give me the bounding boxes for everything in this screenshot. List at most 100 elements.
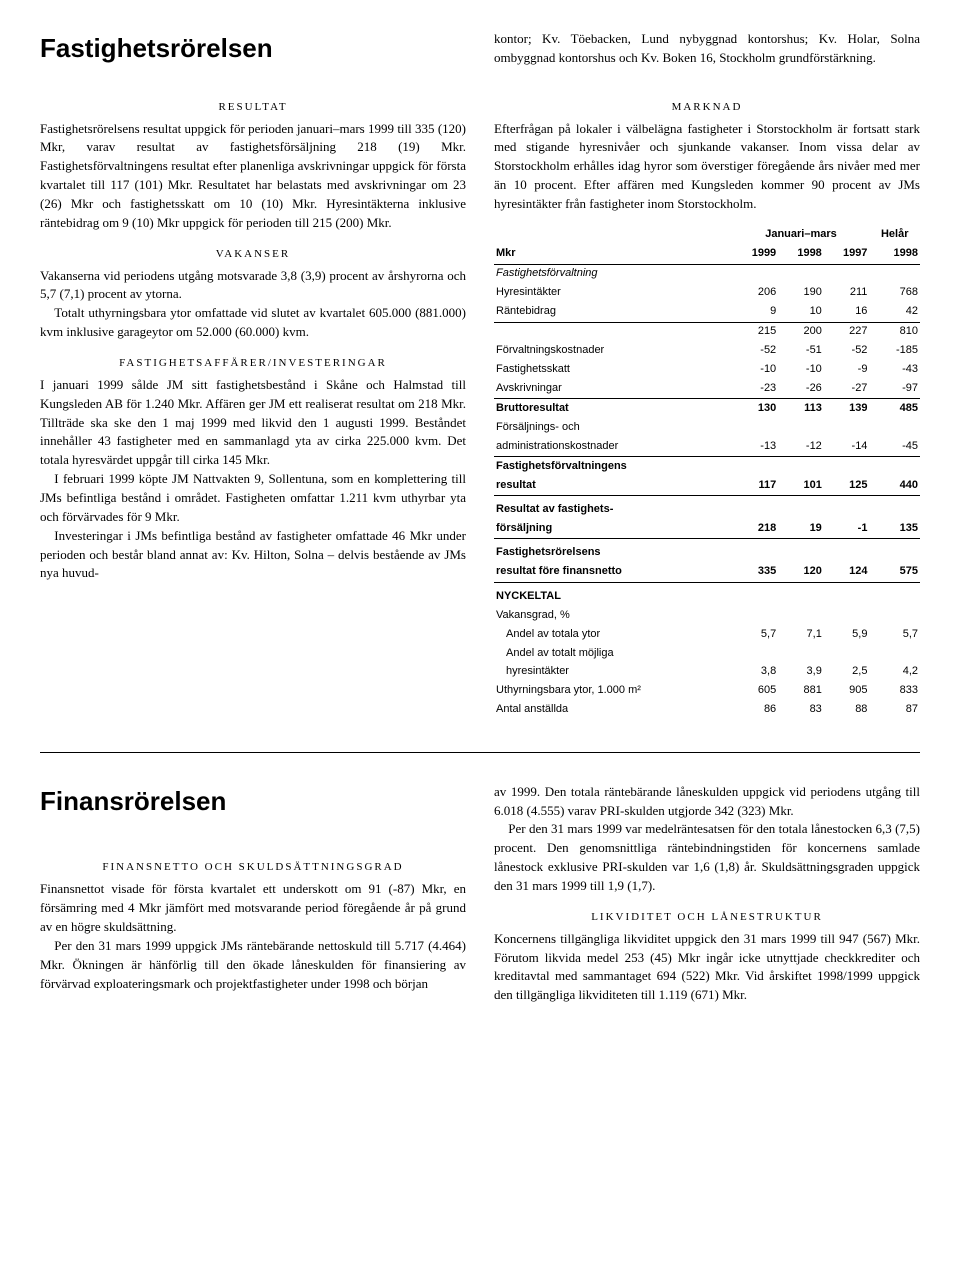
- table-cell: 42: [869, 303, 920, 322]
- table-cell: -27: [824, 379, 870, 398]
- table-cell: 3,8: [733, 663, 779, 682]
- intro-right: kontor; Kv. Töebacken, Lund nybyggnad ko…: [494, 30, 920, 68]
- r4l1: Resultat av fastighets-: [494, 495, 733, 519]
- p-fin2: Per den 31 mars 1999 uppgick JMs räntebä…: [40, 937, 466, 994]
- r5v1: 120: [778, 563, 824, 582]
- table-cell: 5,7: [869, 625, 920, 644]
- table-cell: -26: [778, 379, 824, 398]
- heading-fastighet: Fastighetsrörelsen: [40, 30, 466, 68]
- table-cell: [778, 644, 824, 663]
- nyckeltal-head: NYCKELTAL: [494, 582, 920, 606]
- table-cell: Uthyrningsbara ytor, 1.000 m²: [494, 682, 733, 701]
- table-cell: -52: [733, 341, 779, 360]
- table-cell: 227: [824, 322, 870, 341]
- heading-finans: Finansrörelsen: [40, 783, 466, 821]
- table-cell: [824, 644, 870, 663]
- r5v0: 335: [733, 563, 779, 582]
- table-cell: 881: [778, 682, 824, 701]
- table-cell: 88: [824, 701, 870, 720]
- r2v3: -45: [869, 437, 920, 456]
- table-cell: -9: [824, 360, 870, 379]
- p-right1: av 1999. Den totala räntebärande lånesku…: [494, 783, 920, 821]
- table-cell: hyresintäkter: [494, 663, 733, 682]
- r3v2: 125: [824, 476, 870, 495]
- sub-resultat: RESULTAT: [40, 100, 466, 116]
- table-cell: 190: [778, 284, 824, 303]
- table-cell: 3,9: [778, 663, 824, 682]
- thead-janmar: Januari–mars: [733, 226, 870, 245]
- table-cell: 5,7: [733, 625, 779, 644]
- table-cell: Andel av totala ytor: [494, 625, 733, 644]
- th-1998a: 1998: [778, 245, 824, 264]
- r4v0: 218: [733, 519, 779, 538]
- p-marknad: Efterfrågan på lokaler i välbelägna fast…: [494, 120, 920, 214]
- table-cell: 905: [824, 682, 870, 701]
- table-cell: 211: [824, 284, 870, 303]
- table-cell: [733, 644, 779, 663]
- r5l1: Fastighetsrörelsens: [494, 539, 733, 563]
- table-cell: 87: [869, 701, 920, 720]
- results-table: Januari–mars Helår Mkr 1999 1998 1997 19…: [494, 226, 920, 720]
- p-aff2: I februari 1999 köpte JM Nattvakten 9, S…: [40, 470, 466, 527]
- r3l2: resultat: [494, 476, 733, 495]
- r2l2: administrationskostnader: [494, 437, 733, 456]
- table-cell: 810: [869, 322, 920, 341]
- table-cell: 5,9: [824, 625, 870, 644]
- table-cell: -43: [869, 360, 920, 379]
- table-cell: Bruttoresultat: [494, 399, 733, 418]
- table-cell: Andel av totalt möjliga: [494, 644, 733, 663]
- table-cell: 130: [733, 399, 779, 418]
- sub-vakanser: VAKANSER: [40, 247, 466, 263]
- r4l2: försäljning: [494, 519, 733, 538]
- table-cell: Räntebidrag: [494, 303, 733, 322]
- sub-affarer: FASTIGHETSAFFÄRER/INVESTERINGAR: [40, 356, 466, 372]
- table-cell: [494, 322, 733, 341]
- table-cell: -10: [733, 360, 779, 379]
- table-cell: 16: [824, 303, 870, 322]
- r2v0: -13: [733, 437, 779, 456]
- table-cell: 2,5: [824, 663, 870, 682]
- p-aff3: Investeringar i JMs befintliga bestånd a…: [40, 527, 466, 584]
- p-vak2: Totalt uthyrningsbara ytor omfattade vid…: [40, 304, 466, 342]
- vakansgrad-label: Vakansgrad, %: [494, 606, 920, 625]
- r2v1: -12: [778, 437, 824, 456]
- table-cell: Fastighetsskatt: [494, 360, 733, 379]
- p-resultat: Fastighetsrörelsens resultat uppgick för…: [40, 120, 466, 233]
- table-cell: 215: [733, 322, 779, 341]
- p-fin1: Finansnettot visade för första kvartalet…: [40, 880, 466, 937]
- sub-finansnetto: FINANSNETTO OCH SKULDSÄTTNINGSGRAD: [40, 860, 466, 876]
- r3v1: 101: [778, 476, 824, 495]
- table-cell: Förvaltningskostnader: [494, 341, 733, 360]
- table-cell: 4,2: [869, 663, 920, 682]
- p-right2: Per den 31 mars 1999 var medelräntesatse…: [494, 820, 920, 895]
- table-cell: [869, 644, 920, 663]
- r5v3: 575: [869, 563, 920, 582]
- section-divider: [40, 752, 920, 753]
- table-cell: 113: [778, 399, 824, 418]
- thead-helar: Helår: [869, 226, 920, 245]
- table-cell: 139: [824, 399, 870, 418]
- r4v1: 19: [778, 519, 824, 538]
- r2v2: -14: [824, 437, 870, 456]
- r3v0: 117: [733, 476, 779, 495]
- sub-likviditet: LIKVIDITET OCH LÅNESTRUKTUR: [494, 910, 920, 926]
- p-vak1: Vakanserna vid periodens utgång motsvara…: [40, 267, 466, 305]
- table-cell: 768: [869, 284, 920, 303]
- table-cell: Hyresintäkter: [494, 284, 733, 303]
- r2l1: Försäljnings- och: [494, 418, 733, 437]
- table-cell: 7,1: [778, 625, 824, 644]
- table-cell: -10: [778, 360, 824, 379]
- table-cell: Avskrivningar: [494, 379, 733, 398]
- sec-forvaltning: Fastighetsförvaltning: [494, 264, 920, 283]
- r5l2: resultat före finansnetto: [494, 563, 733, 582]
- th-mkr: Mkr: [494, 245, 733, 264]
- table-cell: 9: [733, 303, 779, 322]
- table-cell: -185: [869, 341, 920, 360]
- sub-marknad: MARKNAD: [494, 100, 920, 116]
- table-cell: -52: [824, 341, 870, 360]
- r5v2: 124: [824, 563, 870, 582]
- r4v3: 135: [869, 519, 920, 538]
- th-1999: 1999: [733, 245, 779, 264]
- table-cell: 10: [778, 303, 824, 322]
- r3v3: 440: [869, 476, 920, 495]
